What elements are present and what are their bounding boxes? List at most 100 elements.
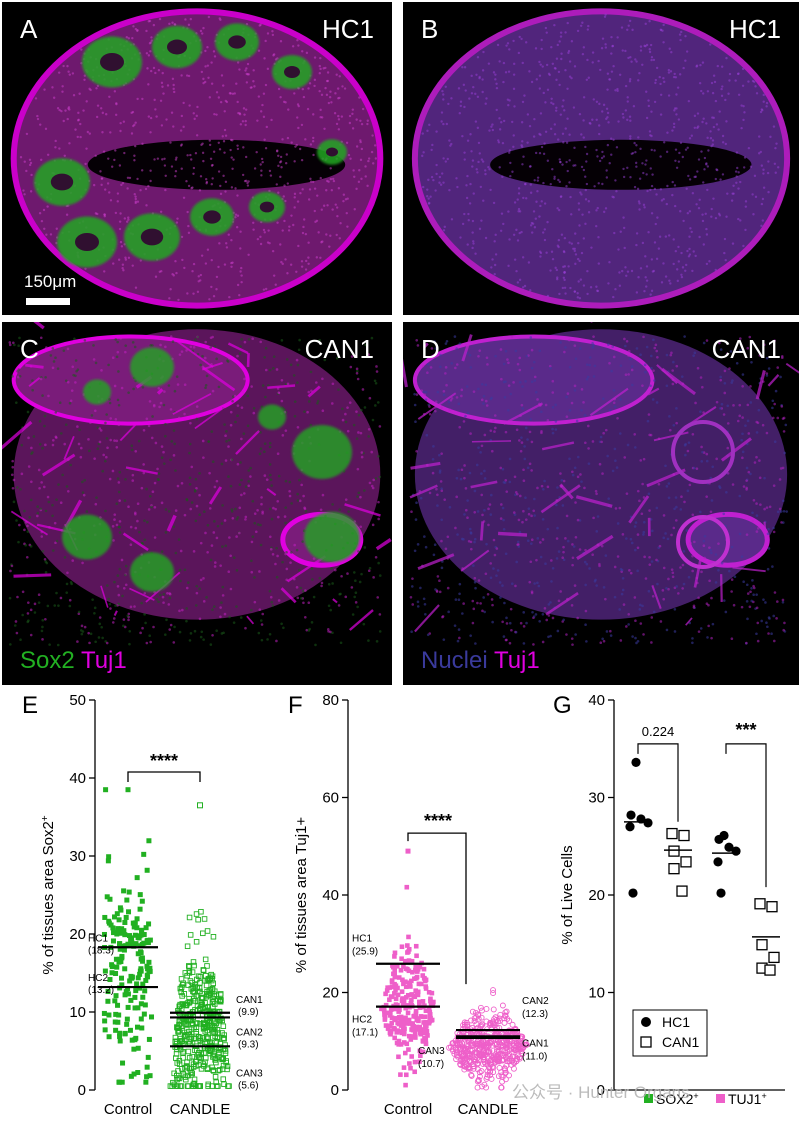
- candle-point: [186, 998, 193, 1005]
- tissue-speckle: [671, 193, 674, 197]
- tissue-speckle: [601, 110, 604, 113]
- tissue-speckle: [59, 596, 63, 600]
- tissue-speckle: [174, 174, 177, 178]
- tissue-speckle: [346, 406, 349, 409]
- tissue-speckle: [771, 416, 775, 420]
- tissue-speckle: [560, 233, 564, 236]
- panel-d: D CAN1 Nuclei Tuj1: [403, 322, 799, 685]
- tissue-speckle: [296, 492, 299, 496]
- tissue-speckle: [492, 567, 495, 570]
- tissue-speckle: [250, 540, 254, 544]
- tuj1-fiber: [417, 553, 455, 570]
- tissue-speckle: [721, 141, 725, 144]
- tissue-speckle: [61, 473, 64, 477]
- candle-point: [205, 1081, 211, 1088]
- tissue-speckle: [230, 156, 233, 159]
- tissue-speckle: [557, 238, 561, 242]
- tissue-speckle: [610, 345, 613, 348]
- tissue-speckle: [529, 289, 532, 292]
- tissue-speckle: [187, 74, 191, 78]
- control-point: [134, 925, 140, 931]
- tissue-speckle: [685, 187, 688, 191]
- tissue-speckle: [52, 96, 56, 99]
- tissue-speckle: [602, 431, 605, 435]
- tissue-speckle: [113, 439, 116, 442]
- tissue-speckle: [696, 126, 699, 130]
- tissue-speckle: [378, 475, 382, 479]
- tissue-speckle: [292, 223, 295, 227]
- tissue-speckle: [661, 589, 665, 592]
- control-point: [135, 934, 141, 940]
- tissue-speckle: [283, 184, 286, 187]
- tissue-speckle: [323, 358, 327, 362]
- tissue-speckle: [562, 99, 565, 102]
- tissue-speckle: [186, 210, 189, 214]
- tissue-speckle: [251, 499, 255, 503]
- tissue-speckle: [429, 366, 433, 369]
- tissue-speckle: [276, 57, 279, 60]
- tissue-speckle: [505, 490, 509, 493]
- tissue-speckle: [515, 492, 519, 496]
- tuj1-fiber: [280, 587, 297, 604]
- tissue-speckle: [171, 21, 174, 24]
- tissue-speckle: [149, 69, 153, 73]
- tissue-speckle: [281, 229, 284, 232]
- tissue-speckle: [541, 612, 545, 616]
- tissue-speckle: [80, 632, 84, 636]
- tissue-speckle: [695, 467, 699, 470]
- tissue-speckle: [471, 231, 474, 234]
- tissue-speckle: [677, 260, 680, 263]
- tissue-speckle: [114, 604, 117, 607]
- tissue-speckle: [40, 219, 44, 223]
- tissue-speckle: [631, 151, 635, 155]
- tissue-speckle: [204, 531, 207, 535]
- tissue-speckle: [524, 426, 528, 430]
- tissue-speckle: [250, 86, 253, 89]
- tissue-speckle: [461, 134, 464, 138]
- legend-sox2-tuj1: Sox2 Tuj1: [20, 647, 127, 675]
- tissue-speckle: [108, 95, 111, 99]
- tissue-speckle: [189, 507, 193, 511]
- tissue-speckle: [62, 349, 66, 352]
- tissue-speckle: [132, 387, 135, 391]
- control-point: [113, 993, 119, 999]
- tissue-speckle: [161, 158, 164, 161]
- tissue-speckle: [368, 396, 372, 400]
- tissue-speckle: [575, 419, 579, 423]
- tissue-speckle: [645, 345, 649, 349]
- control-point: [406, 1033, 412, 1039]
- tissue-speckle: [722, 599, 726, 602]
- tissue-speckle: [779, 510, 783, 513]
- control-point: [116, 1012, 122, 1018]
- tissue-speckle: [359, 495, 362, 499]
- tissue-speckle: [781, 600, 785, 604]
- tissue-speckle: [159, 343, 162, 347]
- tissue-speckle: [263, 231, 266, 234]
- tissue-speckle: [455, 396, 459, 399]
- tissue-speckle: [762, 343, 766, 347]
- tissue-speckle: [471, 165, 474, 168]
- tissue-speckle: [600, 47, 604, 50]
- tissue-speckle: [691, 637, 694, 640]
- control-point: [418, 1053, 423, 1059]
- tissue-speckle: [71, 365, 75, 369]
- control-point: [392, 1035, 397, 1041]
- tissue-speckle: [8, 341, 12, 344]
- tissue-speckle: [168, 22, 171, 26]
- tissue-speckle: [576, 616, 579, 620]
- tissue-speckle: [114, 418, 118, 421]
- tissue-speckle: [204, 80, 207, 84]
- control-point: [409, 1054, 414, 1059]
- tissue-speckle: [621, 588, 625, 592]
- candle-point: [211, 991, 217, 998]
- tissue-speckle: [163, 462, 166, 465]
- tissue-speckle: [553, 132, 557, 136]
- tissue-speckle: [518, 368, 522, 372]
- control-point: [400, 1003, 406, 1008]
- tissue-speckle: [478, 152, 481, 155]
- tissue-speckle: [708, 546, 711, 549]
- tissue-speckle: [719, 375, 722, 379]
- tissue-speckle: [688, 235, 691, 238]
- tissue-speckle: [238, 352, 242, 355]
- tissue-speckle: [129, 543, 133, 547]
